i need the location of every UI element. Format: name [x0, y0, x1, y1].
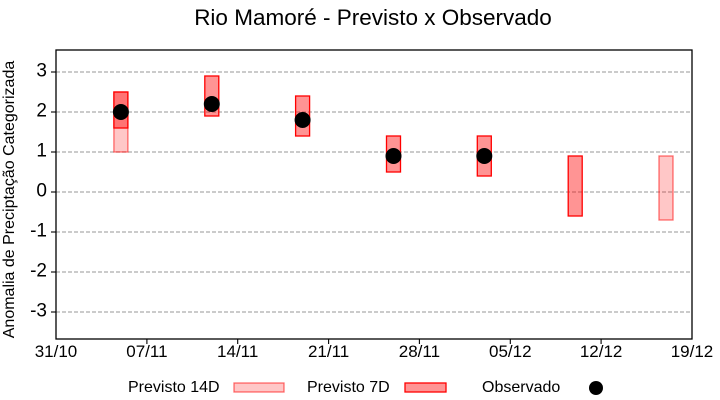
- svg-text:Anomalia de Preciptação Catego: Anomalia de Preciptação Categorizada: [1, 61, 18, 339]
- svg-text:Previsto 14D: Previsto 14D: [128, 379, 220, 396]
- svg-text:-3: -3: [30, 301, 47, 322]
- svg-text:-1: -1: [30, 221, 47, 242]
- svg-text:Previsto 7D: Previsto 7D: [307, 379, 390, 396]
- svg-text:14/11: 14/11: [217, 342, 258, 361]
- svg-text:-2: -2: [30, 261, 47, 282]
- svg-text:12/12: 12/12: [580, 342, 623, 361]
- svg-text:Rio Mamoré - Previsto x Observ: Rio Mamoré - Previsto x Observado: [194, 5, 552, 30]
- svg-text:3: 3: [36, 61, 47, 82]
- svg-text:1: 1: [36, 141, 47, 162]
- svg-text:21/11: 21/11: [308, 342, 349, 361]
- svg-text:19/12: 19/12: [671, 342, 714, 361]
- svg-text:05/12: 05/12: [489, 342, 532, 361]
- svg-text:07/11: 07/11: [126, 342, 167, 361]
- svg-text:28/11: 28/11: [399, 342, 440, 361]
- svg-text:2: 2: [36, 101, 47, 122]
- svg-text:0: 0: [36, 181, 47, 202]
- svg-text:31/10: 31/10: [35, 342, 78, 361]
- svg-text:Observado: Observado: [482, 379, 560, 396]
